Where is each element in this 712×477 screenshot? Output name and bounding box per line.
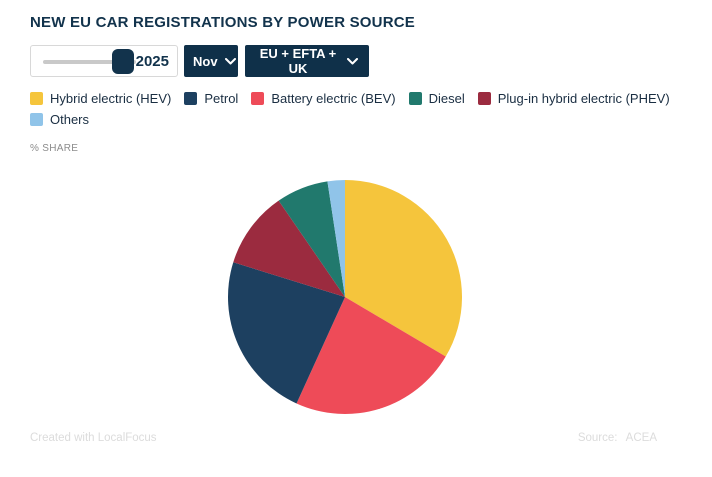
legend-swatch-plug-in-hybrid-electric-phev <box>477 92 491 105</box>
chart-legend: Hybrid electric (HEV) Petrol Battery elect… <box>30 91 712 127</box>
source-text: Source: ACEA <box>578 432 657 444</box>
source-value: ACEA <box>625 432 657 444</box>
source-label: Source: <box>577 432 618 444</box>
pie-slice-hybrid-electric-hev[interactable] <box>345 180 463 357</box>
legend-item-others: Others <box>30 112 89 127</box>
pie-slice-plug-in-hybrid-electric-phev[interactable] <box>233 200 345 297</box>
chevron-down-icon <box>347 57 358 64</box>
legend-label: Diesel <box>428 91 465 106</box>
legend-item-plug-in-hybrid-electric-phev: Plug-in hybrid electric (PHEV) <box>477 91 670 106</box>
legend-swatch-petrol <box>184 92 198 105</box>
legend-label: Others <box>50 112 90 127</box>
region-dropdown[interactable]: EU + EFTA + UK <box>245 45 369 77</box>
legend-label: Battery electric (BEV) <box>271 91 396 106</box>
legend-label: Hybrid electric (HEV) <box>50 91 172 106</box>
legend-item-hybrid-electric-hev: Hybrid electric (HEV) <box>30 91 171 106</box>
unit-label: % SHARE <box>30 143 79 154</box>
year-slider-value: 2025 <box>135 53 169 70</box>
region-dropdown-label: EU + EFTA + UK <box>259 46 337 76</box>
pie-slice-diesel[interactable] <box>278 181 345 297</box>
year-slider[interactable]: 2025 <box>30 45 178 77</box>
credit-text: Created with LocalFocus <box>30 432 157 444</box>
year-slider-track[interactable] <box>43 60 136 64</box>
legend-item-battery-electric-bev: Battery electric (BEV) <box>251 91 396 106</box>
legend-swatch-others <box>30 113 43 126</box>
month-dropdown[interactable]: Nov <box>184 45 238 77</box>
year-slider-handle[interactable] <box>112 49 134 74</box>
legend-swatch-hybrid-electric-hev <box>30 92 43 105</box>
pie-slice-petrol[interactable] <box>228 262 345 404</box>
legend-label: Plug-in hybrid electric (PHEV) <box>497 91 670 106</box>
pie-slice-battery-electric-bev[interactable] <box>296 297 446 414</box>
legend-label: Petrol <box>204 91 239 106</box>
legend-item-diesel: Diesel <box>408 91 465 106</box>
pie-chart-svg <box>228 180 463 414</box>
legend-item-petrol: Petrol <box>184 91 238 106</box>
pie-chart <box>225 177 465 417</box>
chevron-down-icon <box>224 57 236 64</box>
pie-slice-others[interactable] <box>327 180 345 297</box>
month-dropdown-label: Nov <box>193 53 218 69</box>
legend-swatch-diesel <box>408 92 422 105</box>
page-title: NEW EU CAR REGISTRATIONS BY POWER SOURCE <box>30 14 415 31</box>
legend-swatch-battery-electric-bev <box>251 92 265 105</box>
